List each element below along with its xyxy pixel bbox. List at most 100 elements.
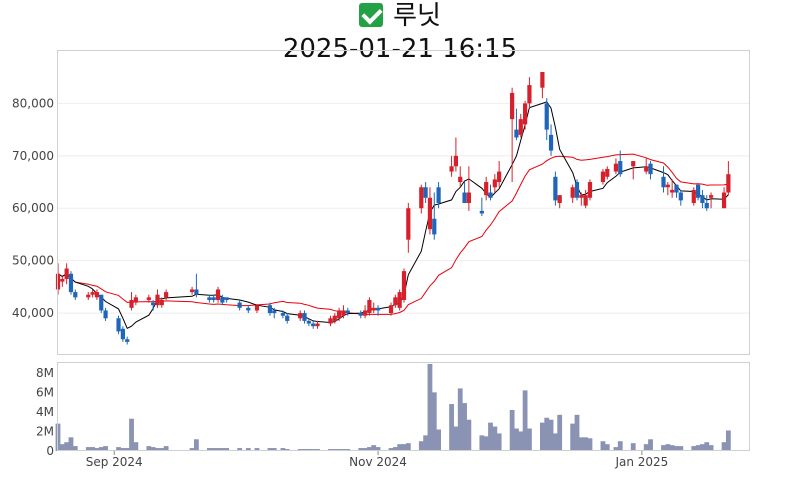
volume-bar bbox=[155, 448, 160, 451]
volume-tick-label: 2M bbox=[36, 424, 54, 438]
candle-down bbox=[306, 320, 311, 324]
candle-down bbox=[661, 176, 666, 188]
volume-bar bbox=[540, 422, 545, 451]
candle-up bbox=[691, 189, 696, 203]
volume-bar bbox=[527, 428, 532, 451]
volume-bar bbox=[98, 447, 104, 451]
candle-up bbox=[484, 182, 489, 196]
volume-tick-label: 6M bbox=[36, 385, 54, 399]
candle-up bbox=[466, 192, 471, 203]
volume-bar bbox=[129, 418, 134, 451]
candle-up bbox=[406, 208, 411, 240]
candle-up bbox=[540, 71, 545, 88]
volume-bar bbox=[466, 419, 472, 451]
candle-down bbox=[116, 318, 121, 332]
candle-up bbox=[60, 279, 65, 282]
candle-down bbox=[553, 176, 558, 201]
volume-bar bbox=[587, 438, 593, 451]
candle-up bbox=[362, 310, 368, 316]
volume-bar bbox=[72, 446, 78, 451]
candle-down bbox=[574, 182, 580, 198]
moving-average-long-line bbox=[57, 153, 729, 315]
candle-up bbox=[419, 187, 424, 209]
volume-bar bbox=[254, 448, 260, 451]
candle-down bbox=[704, 203, 709, 209]
volume-bar bbox=[431, 392, 437, 451]
candle-down bbox=[68, 273, 74, 293]
candle-down bbox=[267, 305, 273, 314]
volume-bar bbox=[116, 447, 121, 451]
candle-down bbox=[125, 339, 130, 342]
candle-down bbox=[436, 187, 441, 203]
date-tick-label: Nov 2024 bbox=[349, 455, 407, 469]
candle-up bbox=[401, 271, 407, 300]
volume-bar bbox=[691, 446, 697, 451]
volume-bar bbox=[68, 437, 74, 451]
candle-up bbox=[215, 289, 221, 300]
volume-bar bbox=[189, 448, 195, 451]
volume-bar bbox=[85, 447, 91, 451]
volume-bar bbox=[488, 422, 493, 451]
candle-down bbox=[280, 313, 285, 316]
candle-up bbox=[644, 166, 649, 172]
candle-up bbox=[155, 294, 160, 306]
price-tick-label: 80,000 bbox=[12, 96, 54, 110]
price-panel-frame bbox=[57, 50, 750, 355]
candle-up bbox=[164, 292, 169, 298]
candle-up bbox=[328, 318, 333, 324]
candle-up bbox=[600, 171, 606, 183]
candle-up bbox=[523, 103, 528, 125]
candle-down bbox=[73, 292, 78, 298]
volume-bar bbox=[267, 448, 273, 451]
candle-down bbox=[103, 310, 108, 319]
candle-up bbox=[254, 305, 260, 311]
candle-up bbox=[388, 305, 394, 314]
volume-bar bbox=[215, 448, 221, 451]
volume-bar bbox=[90, 447, 95, 451]
volume-bar bbox=[496, 433, 502, 451]
volume-panel-frame bbox=[57, 362, 750, 451]
candle-down bbox=[514, 129, 519, 138]
volume-bar bbox=[449, 404, 454, 451]
volume-bars bbox=[55, 363, 731, 451]
stock-name: 루닛 bbox=[393, 1, 441, 31]
candle-down bbox=[696, 184, 701, 198]
candle-up bbox=[129, 299, 134, 308]
volume-bar bbox=[674, 446, 679, 451]
candle-up bbox=[159, 299, 164, 306]
volume-bar bbox=[661, 445, 666, 451]
candle-down bbox=[224, 297, 229, 300]
candle-down bbox=[345, 310, 350, 314]
candle-up bbox=[570, 187, 575, 198]
volume-bar bbox=[271, 448, 277, 451]
price-tick-label: 60,000 bbox=[12, 201, 54, 215]
volume-bar bbox=[613, 447, 619, 451]
volume-bar bbox=[64, 442, 70, 451]
volume-bar bbox=[418, 441, 424, 451]
candle-up bbox=[583, 195, 588, 206]
volume-bar bbox=[704, 442, 710, 451]
candle-up bbox=[557, 195, 562, 203]
volume-bar bbox=[436, 429, 441, 451]
candle-up bbox=[631, 161, 636, 167]
volume-bar bbox=[518, 431, 524, 451]
volume-bar bbox=[630, 443, 636, 451]
candle-up bbox=[397, 292, 402, 308]
candle-down bbox=[207, 297, 212, 300]
volume-bar bbox=[700, 444, 705, 451]
volume-bar bbox=[574, 414, 580, 451]
volume-bar bbox=[133, 442, 139, 451]
candle-up bbox=[332, 315, 337, 321]
price-y-axis: 40,000 50,000 60,000 70,000 80,000 bbox=[12, 96, 54, 320]
candle-up bbox=[298, 313, 303, 319]
volume-bar bbox=[94, 448, 100, 451]
volume-bar bbox=[392, 447, 398, 451]
volume-tick-label: 8M bbox=[36, 366, 54, 380]
volume-bar bbox=[557, 414, 563, 451]
volume-bar bbox=[492, 426, 498, 451]
candle-down bbox=[375, 307, 381, 311]
candle-up bbox=[527, 85, 532, 104]
candle-up bbox=[315, 323, 320, 327]
chart-timestamp: 2025-01-21 16:15 bbox=[282, 34, 518, 64]
